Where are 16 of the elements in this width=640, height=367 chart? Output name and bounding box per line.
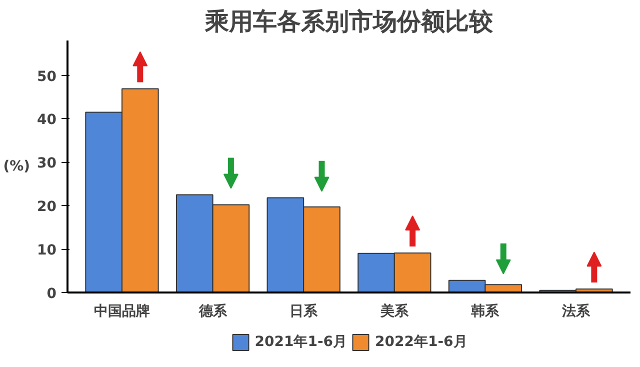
x-tick-label: 法系 (561, 304, 592, 320)
y-tick-label: 30 (37, 156, 57, 172)
y-tick-label: 20 (37, 199, 57, 216)
legend-label: 2022年1-6月 (375, 333, 468, 351)
x-tick-label: 日系 (290, 304, 319, 320)
y-tick-label: 50 (37, 68, 57, 85)
y-tick-label: 10 (37, 242, 57, 259)
x-tick-label: 美系 (379, 302, 410, 320)
x-tick-label: 中国品牌 (94, 304, 150, 320)
y-tick-label: 40 (37, 112, 57, 128)
x-tick-label: 德系 (198, 304, 228, 320)
y-tick-label: 0 (46, 286, 57, 302)
y-axis-title: (%) (3, 158, 30, 174)
legend-label: 2021年1-6月 (254, 333, 347, 351)
chart-title: 乘用车各系别市场份额比较 (204, 8, 494, 36)
x-tick-label: 韩系 (470, 304, 500, 320)
